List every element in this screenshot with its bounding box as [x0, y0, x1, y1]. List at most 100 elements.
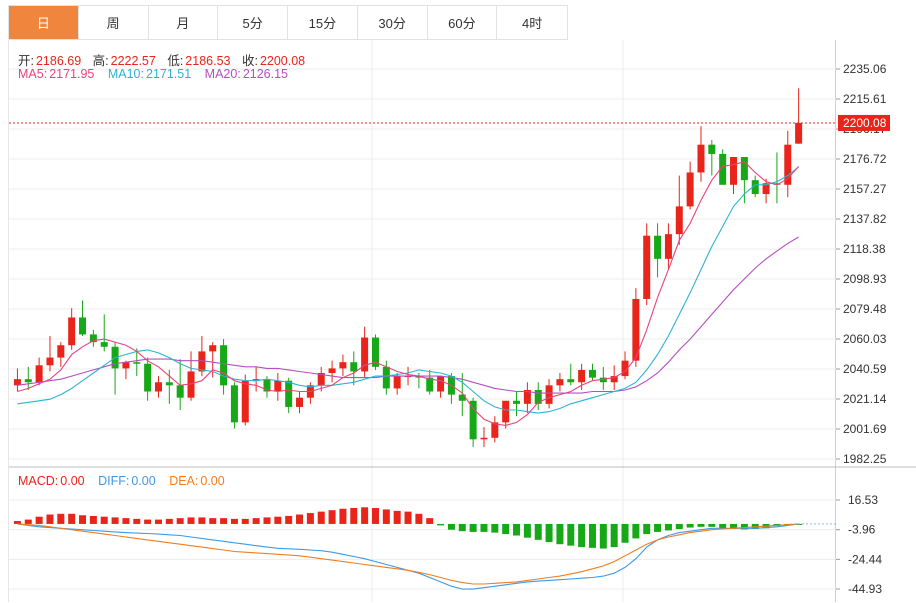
- candle-body: [578, 369, 586, 383]
- macd-bar: [46, 514, 54, 524]
- candle-body: [534, 389, 542, 404]
- candle-body: [686, 172, 694, 207]
- y-tick-label: 2235.06: [843, 62, 887, 76]
- candle-body: [621, 360, 629, 377]
- macd-bar: [89, 515, 97, 524]
- candle-body: [35, 365, 43, 383]
- macd-y-tick-label: -44.93: [848, 582, 882, 596]
- chart-frame: [8, 40, 836, 602]
- macd-bar: [371, 508, 379, 524]
- last-price-label: 2200.08: [843, 116, 887, 130]
- macd-bar: [111, 517, 119, 524]
- candle-body: [393, 376, 401, 389]
- ohlc-readout: 开: 2186.69 高: 2222.57 低: 2186.53 收: 2200.08: [18, 50, 307, 69]
- macd-bar: [447, 523, 455, 530]
- macd-value: 0.00: [60, 474, 85, 488]
- high-value: 2222.57: [110, 54, 156, 68]
- candle-body: [415, 376, 423, 378]
- macd-bar: [632, 523, 640, 539]
- macd-readout: MACD: 0.00 DIFF: 0.00 DEA: 0.00: [18, 474, 227, 488]
- candle-body: [350, 362, 358, 372]
- tab-day[interactable]: 日: [9, 6, 79, 39]
- macd-y-tick-label: -3.96: [848, 523, 876, 537]
- candle-body: [599, 377, 607, 383]
- macd-bar: [458, 523, 466, 532]
- macd-bar: [708, 523, 716, 527]
- diff-label: DIFF:: [98, 474, 130, 488]
- candle-body: [545, 385, 553, 404]
- candle-body: [154, 382, 162, 392]
- candle-body: [502, 400, 510, 423]
- high-label: 高:: [92, 54, 109, 68]
- candle-body: [740, 157, 748, 181]
- tab-30min[interactable]: 30分: [357, 6, 428, 39]
- y-tick-label: 2137.82: [843, 212, 887, 226]
- macd-bar: [24, 519, 32, 524]
- y-tick-label: 2001.69: [843, 422, 887, 436]
- candle-body: [610, 376, 618, 383]
- ma5-line: [17, 161, 800, 426]
- ma20-line: [17, 236, 799, 394]
- tab-5min[interactable]: 5分: [218, 6, 288, 39]
- tab-week[interactable]: 周: [78, 6, 149, 39]
- candle-body: [795, 122, 803, 144]
- macd-bar: [382, 509, 390, 524]
- macd-bar: [133, 518, 141, 524]
- candle-body: [382, 366, 390, 389]
- candle-body: [643, 235, 651, 299]
- y-tick-label: 2021.14: [843, 392, 887, 406]
- macd-bar: [220, 518, 228, 524]
- y-tick-label: 2060.03: [843, 332, 887, 346]
- macd-label: MACD:: [18, 474, 59, 488]
- dea-value: 0.00: [200, 474, 225, 488]
- candle-body: [13, 379, 21, 386]
- y-tick-label: 2157.27: [843, 182, 887, 196]
- candle-body: [773, 183, 781, 185]
- macd-bar: [241, 518, 249, 524]
- candle-body: [46, 357, 54, 366]
- macd-bar: [68, 513, 76, 524]
- macd-bar: [209, 518, 217, 524]
- tab-15min[interactable]: 15分: [288, 6, 358, 39]
- ma10-value: 2171.51: [146, 67, 192, 81]
- dea-line: [17, 523, 799, 585]
- low-label: 低:: [167, 54, 184, 68]
- tab-4hour[interactable]: 4时: [497, 6, 567, 39]
- macd-bar: [730, 523, 738, 530]
- macd-bar: [719, 523, 727, 529]
- candle-body: [165, 382, 173, 386]
- macd-bar: [328, 510, 336, 524]
- y-tick-label: 2118.38: [843, 242, 886, 256]
- macd-bar: [534, 523, 542, 540]
- macd-bar: [415, 513, 423, 524]
- candle-body: [263, 379, 271, 392]
- candle-body: [24, 379, 32, 383]
- candle-body: [339, 362, 347, 369]
- ma10-line: [17, 166, 799, 414]
- candle-body: [675, 206, 683, 235]
- candle-body: [664, 234, 672, 259]
- macd-bar: [664, 523, 672, 531]
- macd-bar: [57, 513, 65, 524]
- candle-body: [187, 371, 195, 398]
- candle-body: [654, 235, 662, 259]
- macd-bar: [502, 523, 510, 535]
- tab-month[interactable]: 月: [148, 6, 219, 39]
- open-label: 开:: [18, 54, 34, 68]
- candle-body: [57, 345, 65, 358]
- candle-body: [89, 334, 97, 343]
- macd-bar: [697, 523, 705, 527]
- macd-bar: [144, 519, 152, 524]
- y-tick-label: 2098.93: [843, 272, 887, 286]
- candle-body: [274, 380, 282, 392]
- low-value: 2186.53: [185, 54, 231, 68]
- macd-bar: [675, 523, 683, 530]
- candle-body: [296, 397, 304, 407]
- macd-bar: [491, 523, 499, 533]
- candle-body: [730, 157, 738, 185]
- candle-body: [556, 379, 564, 386]
- macd-bar: [361, 507, 369, 524]
- candle-body: [513, 400, 521, 404]
- tab-60min[interactable]: 60分: [427, 6, 498, 39]
